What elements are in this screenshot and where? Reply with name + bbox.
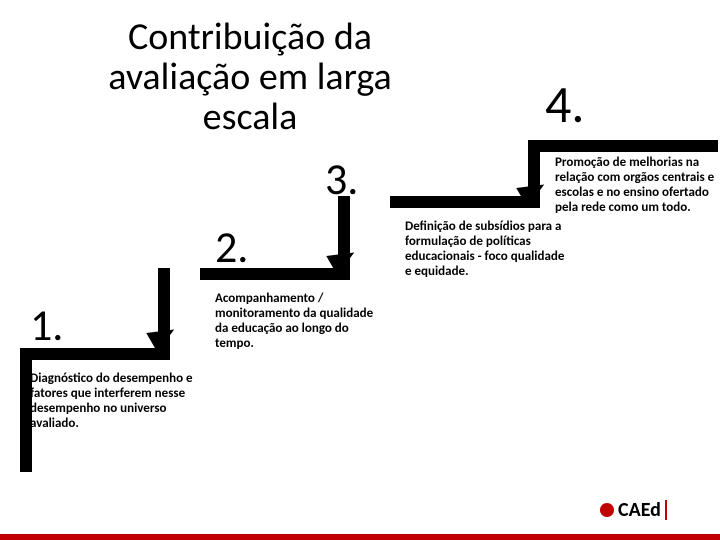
step-description: Definição de subsídios para a formulação… [405, 220, 565, 280]
stair-tread [390, 196, 540, 208]
logo-separator-icon [665, 500, 667, 520]
step-number: 4. [545, 72, 584, 136]
step-number: 2. [215, 220, 248, 274]
brand-logo: CAEd [600, 498, 667, 522]
logo-dot-icon [600, 503, 614, 517]
step-description: Promoção de melhorias na relação com org… [555, 156, 715, 216]
step-description: Acompanhamento / monitoramento da qualid… [215, 292, 375, 352]
logo-text: CAEd [618, 498, 661, 522]
step-number: 3. [325, 152, 358, 206]
slide-title: Contribuição da avaliação em larga escal… [90, 18, 410, 138]
step-description: Diagnóstico do desempenho e fatores que … [30, 372, 200, 432]
stair-tread [540, 140, 718, 152]
step-number: 1. [30, 298, 63, 352]
slide-canvas: Contribuição da avaliação em larga escal… [0, 0, 720, 540]
footer-accent-bar [0, 534, 720, 540]
